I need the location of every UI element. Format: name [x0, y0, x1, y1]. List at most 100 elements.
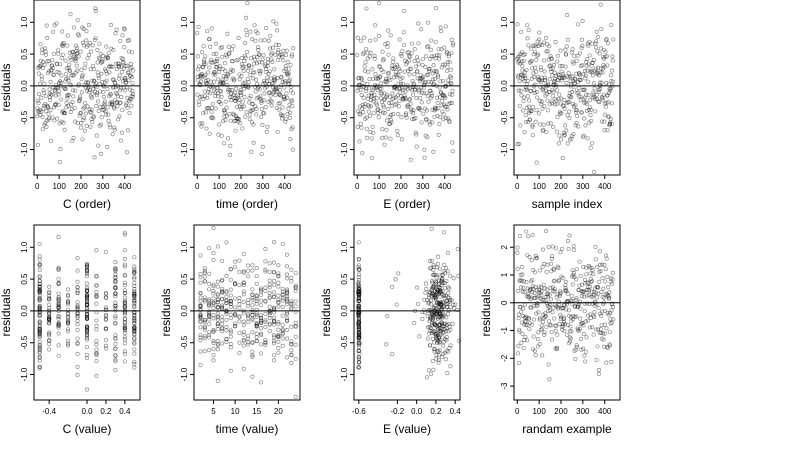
- data-points: [356, 226, 462, 380]
- data-point: [361, 84, 366, 89]
- data-point: [289, 341, 294, 346]
- data-point: [208, 44, 213, 49]
- data-point: [284, 312, 290, 317]
- x-axis-label: E (value): [383, 422, 431, 436]
- data-point: [254, 294, 259, 299]
- data-point: [356, 312, 361, 317]
- data-point: [368, 98, 373, 103]
- data-point: [113, 303, 118, 308]
- data-point: [118, 88, 123, 93]
- data-point: [119, 64, 124, 69]
- data-point: [72, 54, 77, 59]
- data-point: [565, 332, 570, 337]
- data-point: [565, 238, 571, 243]
- data-point: [37, 307, 42, 312]
- data-point: [450, 140, 455, 145]
- data-point: [233, 311, 238, 317]
- data-point: [590, 301, 595, 306]
- data-point: [544, 287, 549, 292]
- data-point: [211, 300, 216, 306]
- data-point: [263, 298, 268, 303]
- data-point: [120, 56, 125, 62]
- data-point: [197, 73, 202, 78]
- data-point: [578, 322, 583, 327]
- data-point: [262, 78, 267, 83]
- data-point: [235, 95, 240, 100]
- data-point: [107, 64, 112, 69]
- data-point: [516, 60, 521, 65]
- data-point: [132, 361, 137, 367]
- data-point: [113, 346, 118, 351]
- data-point: [108, 22, 113, 28]
- data-point: [84, 315, 90, 320]
- data-point: [430, 312, 435, 317]
- data-point: [402, 69, 407, 74]
- data-point: [37, 262, 42, 267]
- data-point: [530, 278, 535, 283]
- data-point: [400, 49, 405, 54]
- data-point: [246, 263, 251, 268]
- data-point: [552, 287, 557, 292]
- data-point: [75, 314, 80, 319]
- data-point: [103, 308, 108, 313]
- data-point: [99, 71, 104, 76]
- data-point: [228, 330, 233, 335]
- data-point: [122, 291, 127, 296]
- data-point: [96, 76, 101, 81]
- data-point: [582, 277, 588, 282]
- data-point: [37, 342, 42, 347]
- data-point: [224, 325, 229, 330]
- data-point: [398, 76, 403, 82]
- data-point: [66, 338, 71, 343]
- data-point: [37, 366, 42, 371]
- data-point: [285, 111, 290, 116]
- data-point: [84, 268, 90, 273]
- data-point: [237, 72, 242, 77]
- data-point: [266, 99, 271, 104]
- data-point: [66, 318, 71, 323]
- data-point: [412, 47, 417, 52]
- data-point: [436, 335, 441, 340]
- data-point: [445, 269, 450, 274]
- data-point: [588, 113, 593, 118]
- data-point: [360, 151, 365, 156]
- data-point: [289, 279, 294, 284]
- data-point: [573, 107, 578, 113]
- data-point: [290, 125, 295, 130]
- data-point: [102, 99, 107, 104]
- data-point: [356, 319, 361, 324]
- data-point: [449, 37, 454, 42]
- data-point: [276, 101, 281, 106]
- data-point: [587, 301, 592, 306]
- data-point: [601, 344, 607, 349]
- data-point: [254, 96, 259, 101]
- data-point: [212, 70, 217, 75]
- data-point: [47, 317, 52, 322]
- data-point: [224, 76, 229, 81]
- y-tick-label: 0.0: [20, 305, 29, 317]
- data-point: [572, 54, 577, 59]
- data-point: [95, 91, 100, 96]
- data-point: [84, 337, 90, 342]
- data-point: [37, 254, 42, 259]
- data-point: [538, 80, 543, 85]
- data-point: [56, 296, 61, 301]
- data-point: [94, 353, 99, 358]
- data-point: [122, 305, 127, 310]
- data-point: [537, 317, 542, 322]
- data-point: [427, 119, 432, 124]
- data-point: [404, 115, 409, 120]
- data-point: [545, 98, 550, 103]
- data-point: [356, 344, 362, 349]
- data-point: [573, 297, 578, 303]
- data-point: [598, 262, 603, 267]
- y-tick-label: -1: [500, 326, 509, 334]
- data-point: [539, 78, 545, 83]
- data-point: [577, 71, 582, 76]
- data-point: [446, 295, 451, 300]
- data-point: [585, 41, 590, 46]
- data-point: [593, 286, 598, 291]
- data-point: [242, 53, 247, 58]
- data-point: [103, 295, 108, 300]
- data-point: [434, 323, 439, 329]
